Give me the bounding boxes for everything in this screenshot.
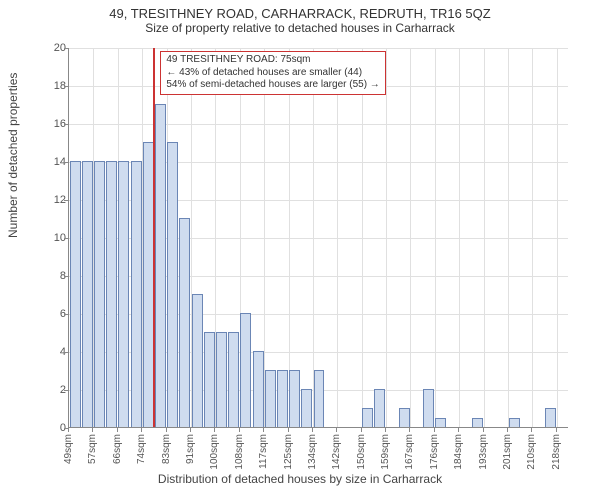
bar bbox=[435, 418, 446, 428]
bar bbox=[192, 294, 203, 427]
y-tick-label: 14 bbox=[46, 156, 66, 168]
chart-title: 49, TRESITHNEY ROAD, CARHARRACK, REDRUTH… bbox=[0, 0, 600, 21]
y-tick-label: 8 bbox=[46, 270, 66, 282]
chart-subtitle: Size of property relative to detached ho… bbox=[0, 21, 600, 35]
y-tick-label: 4 bbox=[46, 346, 66, 358]
x-axis-label: Distribution of detached houses by size … bbox=[0, 472, 600, 486]
y-tick-label: 6 bbox=[46, 308, 66, 320]
bar bbox=[70, 161, 81, 427]
bar bbox=[301, 389, 312, 427]
x-tick-label: 193sqm bbox=[478, 434, 489, 470]
y-axis-label: Number of detached properties bbox=[6, 73, 20, 238]
plot-area: 49 TRESITHNEY ROAD: 75sqm ← 43% of detac… bbox=[68, 48, 568, 428]
bar bbox=[131, 161, 142, 427]
highlight-marker bbox=[153, 48, 155, 427]
bar bbox=[82, 161, 93, 427]
bar bbox=[314, 370, 325, 427]
bar bbox=[472, 418, 483, 428]
y-tick-label: 20 bbox=[46, 42, 66, 54]
y-tick-label: 10 bbox=[46, 232, 66, 244]
annotation-line2: 54% of semi-detached houses are larger (… bbox=[166, 79, 379, 92]
x-tick-label: 176sqm bbox=[429, 434, 440, 470]
bar bbox=[143, 142, 154, 427]
bar bbox=[155, 104, 166, 427]
annotation-box: 49 TRESITHNEY ROAD: 75sqm ← 43% of detac… bbox=[160, 51, 385, 95]
x-tick-label: 201sqm bbox=[502, 434, 513, 470]
annotation-line1: ← 43% of detached houses are smaller (44… bbox=[166, 67, 379, 80]
chart-page: 49, TRESITHNEY ROAD, CARHARRACK, REDRUTH… bbox=[0, 0, 600, 500]
x-tick-label: 91sqm bbox=[185, 434, 196, 464]
bar bbox=[399, 408, 410, 427]
x-tick-label: 125sqm bbox=[283, 434, 294, 470]
x-tick-label: 142sqm bbox=[331, 434, 342, 470]
bar bbox=[228, 332, 239, 427]
bar bbox=[362, 408, 373, 427]
bar bbox=[204, 332, 215, 427]
annotation-header: 49 TRESITHNEY ROAD: 75sqm bbox=[166, 54, 379, 67]
bar bbox=[216, 332, 227, 427]
x-tick-label: 159sqm bbox=[380, 434, 391, 470]
bar bbox=[289, 370, 300, 427]
x-tick-label: 167sqm bbox=[404, 434, 415, 470]
bar bbox=[265, 370, 276, 427]
x-tick-label: 210sqm bbox=[526, 434, 537, 470]
x-tick-label: 100sqm bbox=[209, 434, 220, 470]
bar bbox=[253, 351, 264, 427]
bar bbox=[179, 218, 190, 427]
bar bbox=[118, 161, 129, 427]
y-tick-label: 2 bbox=[46, 384, 66, 396]
bar bbox=[374, 389, 385, 427]
y-tick-label: 0 bbox=[46, 422, 66, 434]
y-tick-label: 18 bbox=[46, 80, 66, 92]
y-tick-label: 12 bbox=[46, 194, 66, 206]
x-tick-label: 49sqm bbox=[63, 434, 74, 464]
bar bbox=[545, 408, 556, 427]
x-tick-label: 57sqm bbox=[87, 434, 98, 464]
bar bbox=[509, 418, 520, 428]
x-tick-label: 218sqm bbox=[551, 434, 562, 470]
x-tick-label: 150sqm bbox=[356, 434, 367, 470]
bar bbox=[106, 161, 117, 427]
x-tick-label: 83sqm bbox=[161, 434, 172, 464]
bar bbox=[277, 370, 288, 427]
x-tick-label: 117sqm bbox=[258, 434, 269, 469]
x-tick-label: 184sqm bbox=[453, 434, 464, 470]
bar bbox=[167, 142, 178, 427]
x-tick-label: 66sqm bbox=[112, 434, 123, 464]
bar bbox=[423, 389, 434, 427]
bar bbox=[240, 313, 251, 427]
bars-layer bbox=[69, 48, 568, 427]
x-tick-label: 134sqm bbox=[307, 434, 318, 470]
bar bbox=[94, 161, 105, 427]
x-tick-label: 108sqm bbox=[234, 434, 245, 470]
x-tick-label: 74sqm bbox=[136, 434, 147, 464]
y-tick-label: 16 bbox=[46, 118, 66, 130]
